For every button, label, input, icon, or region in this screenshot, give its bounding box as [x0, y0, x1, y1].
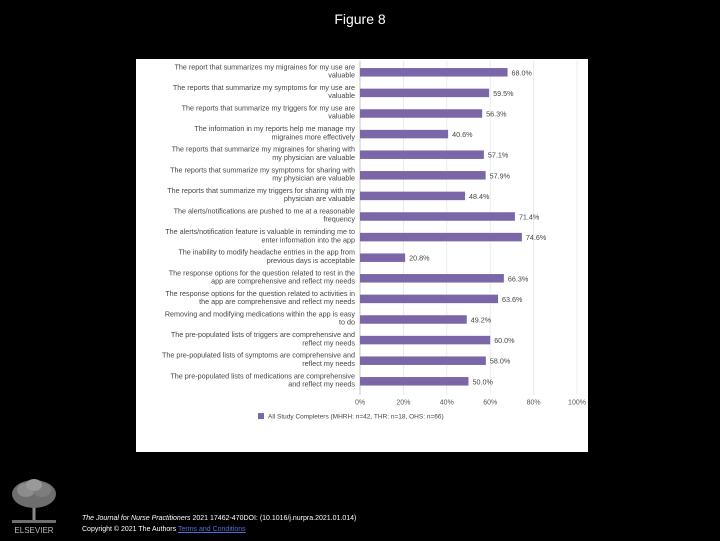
category-label: valuable — [328, 112, 355, 121]
elsevier-logo: ELSEVIER — [6, 476, 62, 536]
bar — [360, 232, 522, 242]
category-label: app are comprehensive and reflect my nee… — [211, 277, 355, 286]
bar — [360, 253, 406, 262]
x-tick-label: 0% — [355, 400, 365, 407]
x-tick-label: 20% — [396, 400, 410, 407]
data-label: 48.4% — [469, 192, 490, 201]
category-label: The report that summarizes my migraines … — [174, 62, 355, 71]
category-label: The reports that summarize my triggers f… — [167, 186, 355, 195]
category-label: reflect my needs — [302, 338, 355, 347]
category-label: to do — [339, 318, 355, 327]
data-label: 60.0% — [494, 336, 515, 345]
category-label: valuable — [328, 71, 355, 80]
bar — [360, 129, 449, 139]
x-tick-label: 60% — [483, 400, 497, 407]
category-label: valuable — [328, 91, 355, 100]
data-label: 59.5% — [493, 89, 514, 98]
data-label: 57.9% — [490, 171, 511, 180]
bar — [360, 315, 467, 324]
data-label: 50.0% — [473, 377, 494, 386]
data-label: 68.0% — [512, 68, 533, 77]
category-label: The response options for the question re… — [169, 268, 355, 277]
bar — [360, 356, 486, 365]
category-label: The reports that summarize my symptoms f… — [170, 165, 355, 174]
publisher-wordmark: ELSEVIER — [14, 526, 53, 535]
bar — [360, 294, 499, 304]
page-title: Figure 8 — [334, 11, 386, 27]
bar — [360, 335, 491, 345]
category-label: reflect my needs — [302, 359, 355, 368]
data-label: 49.2% — [471, 316, 492, 325]
data-label: 66.3% — [508, 274, 529, 283]
bar — [360, 212, 515, 221]
category-label: my physician are valuable — [272, 153, 355, 162]
data-label: 40.6% — [452, 130, 473, 139]
category-label: The pre-populated lists of symptoms are … — [162, 351, 355, 360]
bar-chart: 0% 20% 40% 60% 80% 100% The report that summar… — [162, 61, 586, 421]
data-label: 58.0% — [490, 357, 511, 366]
data-label: 63.6% — [502, 295, 523, 304]
bar — [360, 191, 466, 201]
category-label: previous days is acceptable — [267, 256, 355, 265]
legend-label: All Study Completers (MHRH: n=42, THR: n… — [268, 414, 444, 421]
bar — [360, 377, 469, 386]
bar — [360, 150, 484, 159]
category-label: The information in my reports help me ma… — [194, 124, 355, 133]
data-label: 20.8% — [409, 254, 430, 263]
category-label: The reports that summarize my triggers f… — [182, 104, 355, 113]
bar — [360, 274, 504, 283]
bar — [360, 171, 486, 180]
category-label: my physician are valuable — [272, 174, 355, 183]
legend-swatch — [258, 413, 264, 420]
category-label: Removing and modifying medications withi… — [165, 310, 356, 319]
x-tick-label: 80% — [527, 400, 541, 407]
category-label: and reflect my needs — [288, 380, 355, 389]
category-label: migraines more effectively — [272, 132, 356, 141]
category-label: frequency — [323, 215, 355, 224]
category-label: the app are comprehensive and reflect my… — [199, 297, 355, 306]
citation-block: The Journal for Nurse Practitioners 2021… — [82, 514, 356, 535]
category-label: The inability to modify headache entries… — [178, 248, 355, 257]
data-label: 57.1% — [488, 151, 509, 160]
data-label: 56.3% — [486, 110, 507, 119]
category-label: The pre-populated lists of triggers are … — [171, 330, 355, 339]
terms-link[interactable]: Terms and Conditions — [177, 525, 246, 533]
data-label: 74.6% — [526, 233, 547, 242]
x-tick-label: 40% — [440, 400, 454, 407]
bar — [360, 109, 483, 118]
copyright-text: Copyright © 2021 The Authors — [82, 525, 178, 533]
journal-name: The Journal for Nurse Practitioners — [82, 515, 191, 522]
data-label: 71.4% — [519, 213, 540, 222]
category-label: enter information into the app — [262, 235, 356, 244]
bar — [360, 68, 508, 77]
category-label: The alerts/notifications are pushed to m… — [174, 207, 355, 216]
category-label: The reports that summarize my migraines … — [172, 145, 355, 154]
category-label: The pre-populated lists of medications a… — [170, 371, 355, 380]
category-label: physician are valuable — [284, 194, 355, 203]
x-tick-label: 100% — [568, 400, 586, 407]
category-label: The alerts/notification feature is valua… — [165, 227, 355, 236]
citation-text: 2021 17462-470DOI: (10.1016/j.nurpra.202… — [190, 515, 357, 522]
category-label: The response options for the question re… — [165, 289, 355, 298]
category-label: The reports that summarize my symptoms f… — [173, 83, 355, 92]
bar — [360, 88, 490, 98]
chart-panel: 0% 20% 40% 60% 80% 100% The report that summar… — [136, 59, 588, 452]
